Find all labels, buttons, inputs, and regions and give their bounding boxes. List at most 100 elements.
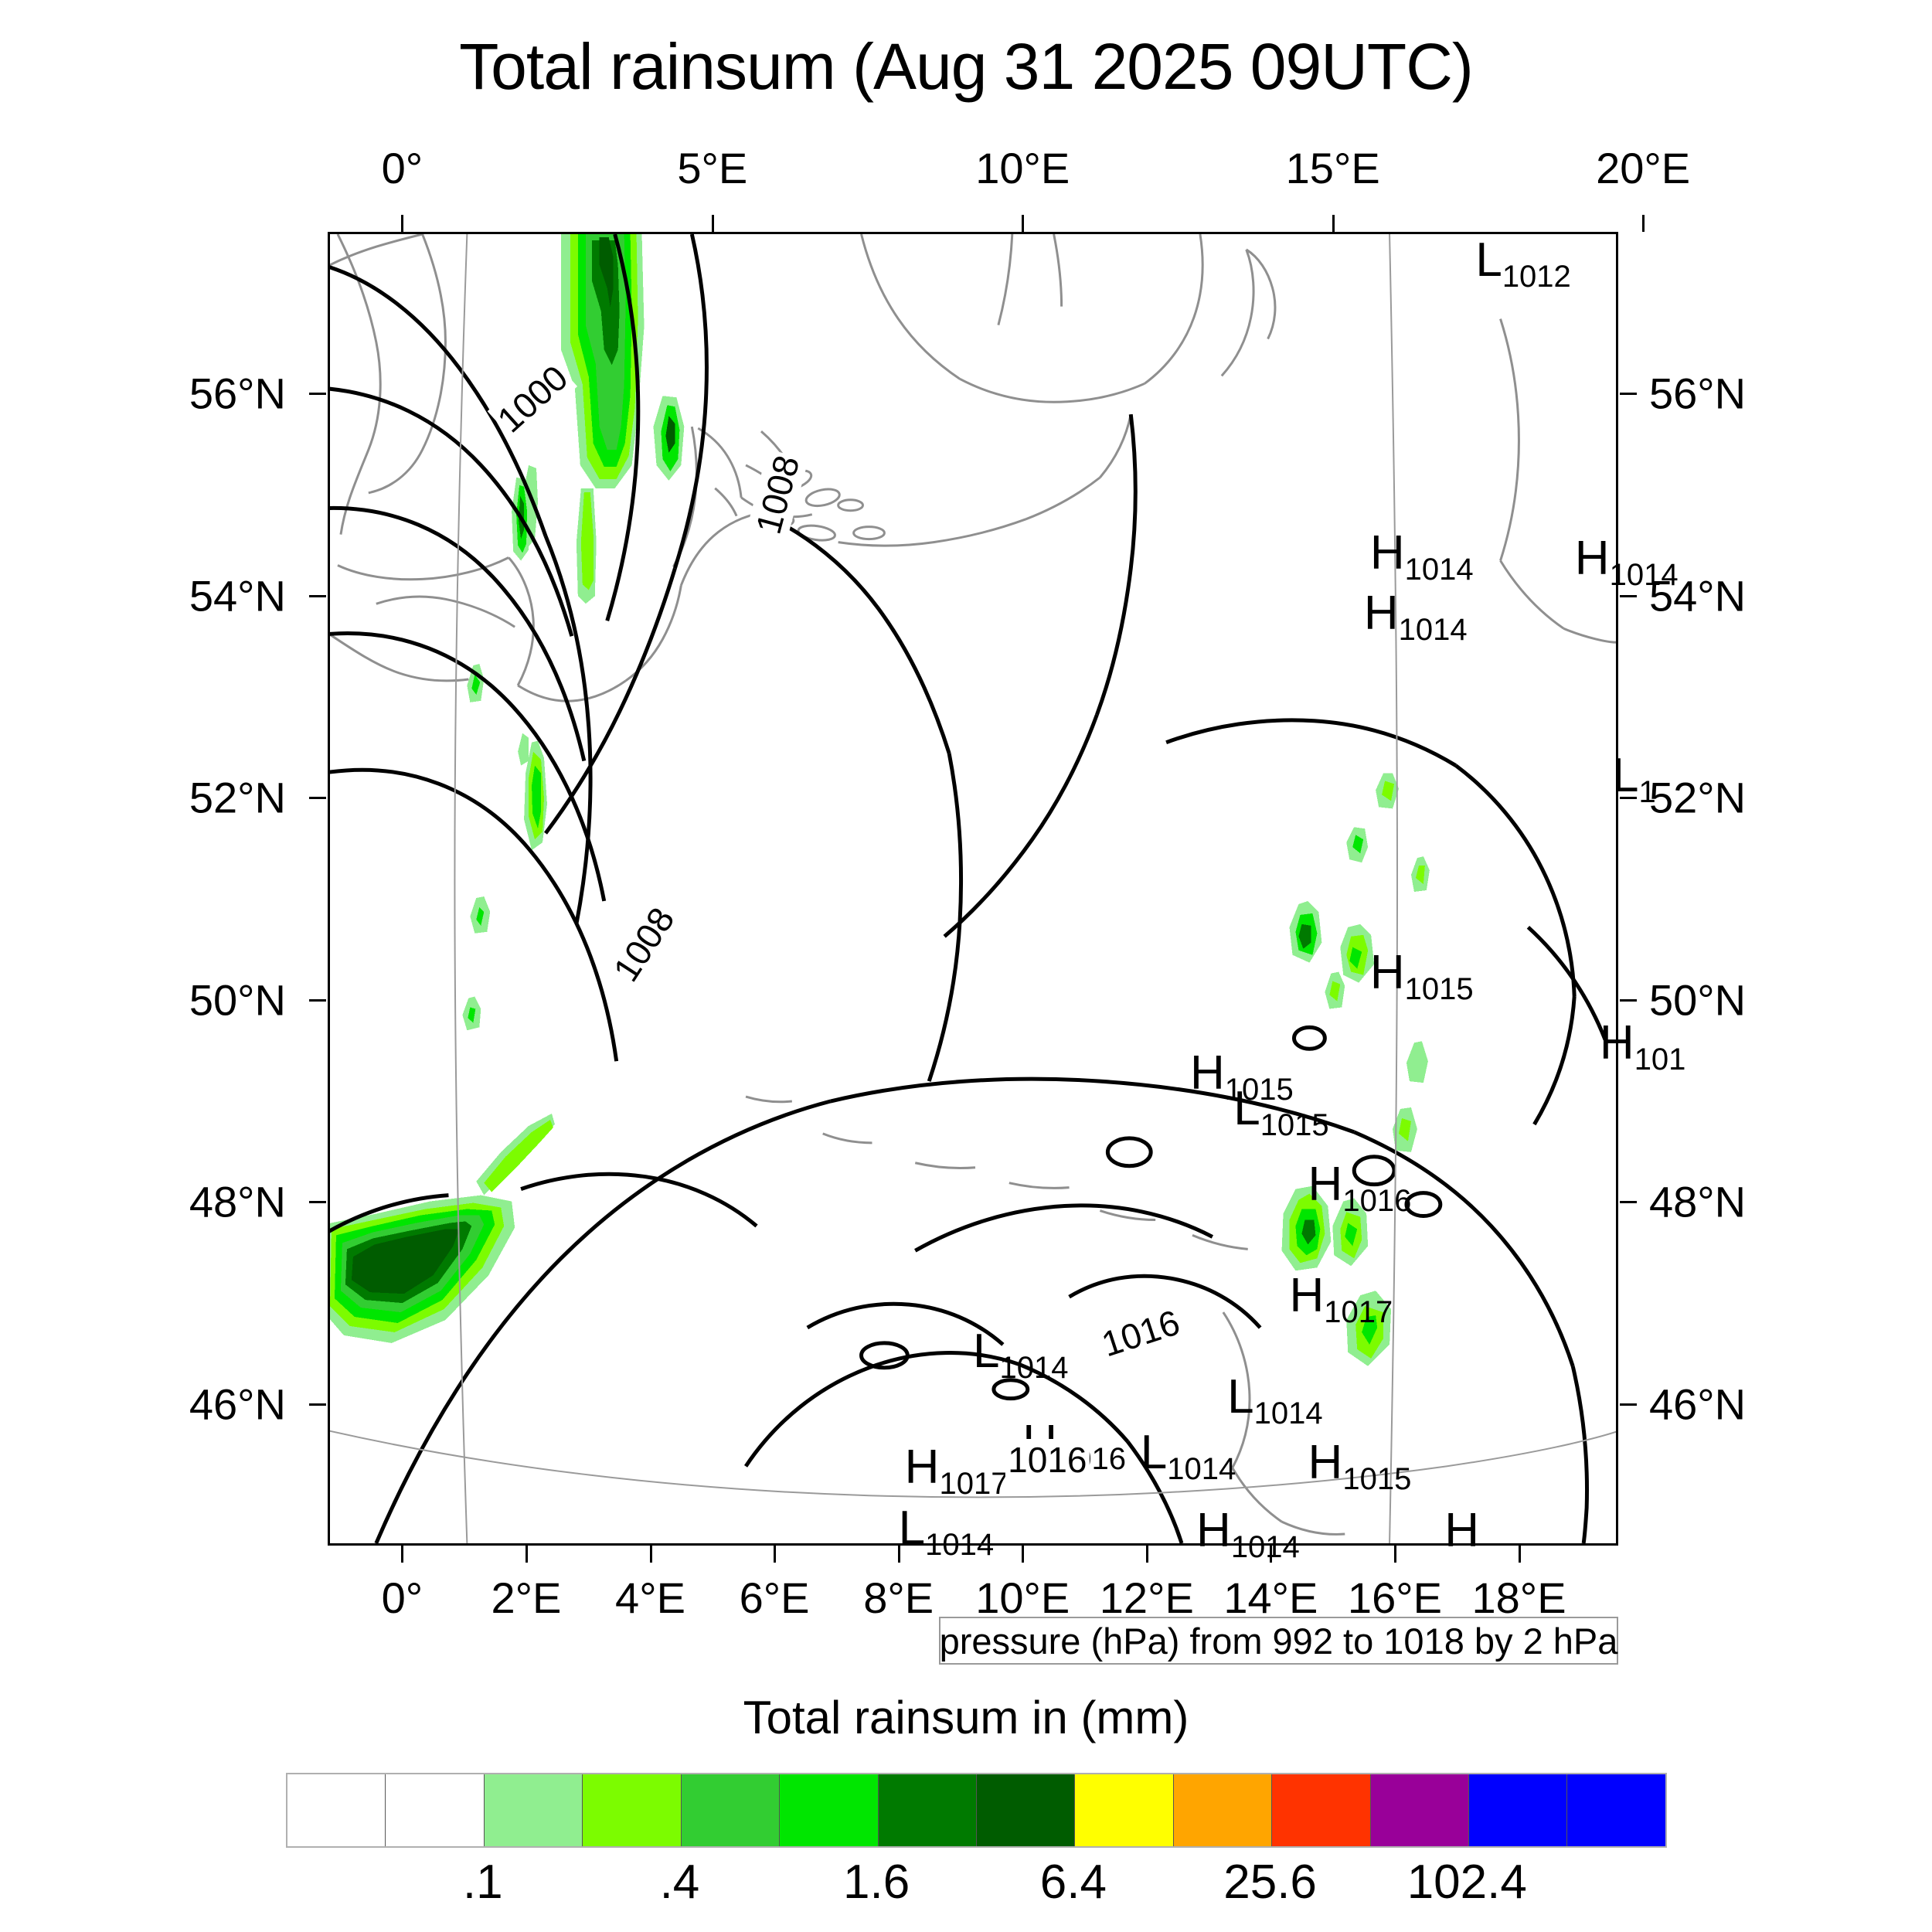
axis-tick-mark-bottom	[525, 1546, 528, 1563]
colorbar-segment[interactable]	[1567, 1774, 1665, 1846]
axis-tick-label-left: 48°N	[189, 1177, 286, 1226]
page-title: Total rainsum (Aug 31 2025 09UTC)	[459, 30, 1474, 103]
colorbar-tick-label: 6.4	[1039, 1855, 1107, 1909]
pressure-center-marker-h: H1015	[1190, 1046, 1294, 1106]
colorbar-tick-label: .4	[659, 1855, 700, 1909]
colorbar-segment[interactable]	[976, 1774, 1076, 1846]
pressure-center-symbol: H	[1196, 1503, 1231, 1557]
pressure-center-symbol: L	[1140, 1425, 1168, 1479]
colorbar[interactable]	[286, 1773, 1667, 1848]
pressure-center-symbol: H	[1444, 1503, 1479, 1557]
colorbar-tick-label: 1.6	[843, 1855, 910, 1909]
axis-tick-label-top: 20°E	[1596, 144, 1691, 192]
axis-tick-label-right: 50°N	[1649, 975, 1747, 1025]
colorbar-segment[interactable]	[1075, 1774, 1174, 1846]
axis-tick-label-bottom: 10°E	[975, 1573, 1070, 1622]
pressure-center-value: 1017	[1324, 1295, 1393, 1330]
pressure-center-symbol: H	[1574, 531, 1610, 585]
pressure-center-value: 101	[1634, 1043, 1686, 1077]
axis-tick-label-top: 10°E	[975, 144, 1070, 192]
map-plot-area[interactable]	[328, 232, 1618, 1546]
pressure-center-marker-l: L1012	[1475, 236, 1570, 292]
pressure-center-symbol: H	[1369, 526, 1405, 580]
axis-tick-mark-right	[1620, 998, 1637, 1002]
pressure-center-symbol: H	[1308, 1435, 1343, 1489]
pressure-center-value: 1014	[925, 1527, 995, 1562]
pressure-center-marker-h: H101	[1599, 1016, 1686, 1076]
axis-tick-mark-bottom	[1022, 1546, 1025, 1563]
axis-tick-label-top: 5°E	[677, 144, 748, 192]
pressure-center-value: 1014	[1609, 557, 1679, 592]
axis-tick-mark-top	[711, 215, 714, 232]
axis-tick-mark-left	[309, 998, 326, 1002]
pressure-center-symbol: H	[1599, 1016, 1634, 1070]
axis-tick-mark-right	[1620, 594, 1637, 597]
pressure-center-marker-h: H1017	[905, 1444, 1009, 1500]
pressure-center-symbol: H	[1369, 945, 1405, 999]
axis-tick-mark-top	[1332, 215, 1335, 232]
pressure-center-value: 1015	[1404, 971, 1474, 1006]
pressure-center-marker-l: L1014	[1227, 1372, 1322, 1429]
axis-tick-label-left: 50°N	[189, 975, 286, 1025]
axis-tick-mark-bottom	[897, 1546, 900, 1563]
colorbar-segment[interactable]	[681, 1774, 781, 1846]
pressure-center-marker-l: L1	[1611, 748, 1656, 808]
axis-tick-mark-left	[309, 1403, 326, 1406]
axis-tick-label-top: 0°	[381, 144, 423, 192]
pressure-center-marker-l: L1015	[1233, 1082, 1328, 1141]
colorbar-segment[interactable]	[1370, 1774, 1470, 1846]
pressure-legend-text: pressure (hPa) from 992 to 1018 by 2 hPa	[939, 1620, 1618, 1662]
axis-tick-label-bottom: 12°E	[1099, 1573, 1194, 1622]
colorbar-tick-label: .1	[462, 1855, 503, 1909]
colorbar-segment[interactable]	[583, 1774, 682, 1846]
axis-tick-label-bottom: 6°E	[739, 1573, 810, 1622]
map-canvas	[330, 234, 1616, 1543]
axis-tick-mark-left	[309, 797, 326, 800]
axis-tick-mark-right	[1620, 797, 1637, 800]
colorbar-segment[interactable]	[484, 1774, 583, 1846]
pressure-center-marker-h: H1015	[1369, 945, 1474, 1005]
graticule-layer	[330, 234, 1616, 1543]
pressure-center-symbol: L	[973, 1325, 1000, 1379]
colorbar-tick-label: 102.4	[1406, 1855, 1527, 1909]
pressure-center-symbol: L	[1611, 748, 1639, 802]
axis-tick-label-left: 56°N	[189, 369, 286, 418]
pressure-center-value: 1	[1638, 774, 1656, 809]
axis-tick-mark-bottom	[1518, 1546, 1521, 1563]
pressure-center-marker-h: H	[1444, 1503, 1479, 1557]
axis-tick-label-right: 52°N	[1649, 773, 1747, 822]
coastline-layer	[330, 234, 1616, 1536]
axis-tick-mark-left	[309, 594, 326, 597]
isobar-contour-label: 1016	[1005, 1438, 1090, 1481]
pressure-center-symbol: H	[1363, 587, 1399, 641]
pressure-center-value: 1014	[1253, 1396, 1323, 1430]
colorbar-segment[interactable]	[878, 1774, 977, 1846]
pressure-center-symbol: L	[1233, 1082, 1260, 1136]
colorbar-segment[interactable]	[1173, 1774, 1273, 1846]
axis-tick-label-right: 56°N	[1649, 369, 1747, 418]
axis-tick-mark-bottom	[1145, 1546, 1148, 1563]
axis-tick-mark-bottom	[649, 1546, 652, 1563]
isobar-layer	[330, 234, 1607, 1543]
pressure-center-symbol: H	[1308, 1158, 1343, 1212]
pressure-center-marker-h: H1017	[1289, 1272, 1393, 1328]
pressure-center-value: 1014	[1167, 1451, 1236, 1486]
axis-tick-label-bottom: 4°E	[615, 1573, 685, 1622]
colorbar-segment[interactable]	[1272, 1774, 1371, 1846]
axis-tick-mark-right	[1620, 1403, 1637, 1406]
axis-tick-label-left: 54°N	[189, 571, 286, 621]
pressure-center-value: 1015	[1260, 1108, 1329, 1143]
axis-tick-label-top: 15°E	[1285, 144, 1380, 192]
colorbar-segment[interactable]	[386, 1774, 485, 1846]
pressure-center-marker-h: H1014	[1369, 526, 1474, 586]
pressure-center-symbol: L	[898, 1501, 926, 1555]
colorbar-segment[interactable]	[287, 1774, 386, 1846]
colorbar-segment[interactable]	[780, 1774, 879, 1846]
axis-tick-mark-right	[1620, 393, 1637, 396]
axis-tick-label-bottom: 0°	[381, 1573, 423, 1622]
pressure-center-value: 1016	[1342, 1184, 1412, 1219]
colorbar-segment[interactable]	[1469, 1774, 1568, 1846]
pressure-center-symbol: H	[1190, 1046, 1225, 1100]
colorbar-tick-label: 25.6	[1223, 1855, 1317, 1909]
